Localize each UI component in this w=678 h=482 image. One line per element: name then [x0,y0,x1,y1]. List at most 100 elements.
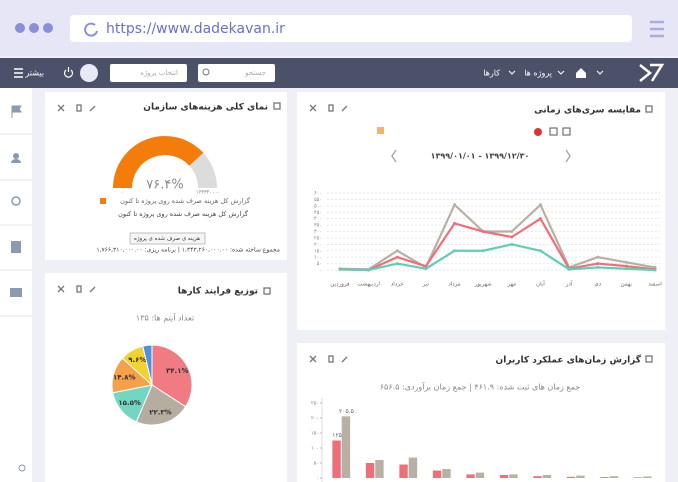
x-tick-label: خرداد [391,282,404,288]
gauge-value: ۷۶.۴% [146,178,183,193]
widget-tools[interactable] [57,102,653,363]
pie-label: ۱۴.۸% [113,373,136,381]
legend-label: گزارش کل هزینه صرف شده روی پروژه تا کنون [118,210,249,218]
widget [297,343,665,482]
line-point [424,267,428,271]
cost-button-label: هزینه ی صرف شده ی پروژه [134,236,200,242]
avatar[interactable] [80,64,98,82]
x-tick-label: تیر [422,282,430,288]
y-tick-label: ۵۰۰ [314,203,322,209]
y-tick-label: ۴۰۰ [314,216,322,222]
line-point [624,260,628,264]
line-point [338,267,342,271]
date-nav[interactable] [391,149,571,163]
widget [45,92,287,260]
logo[interactable] [639,63,665,82]
bar [643,476,652,478]
chat-icon[interactable] [10,288,22,297]
settings-icon[interactable] [18,464,26,472]
gauge-max: ۱۶۴۳۲۰۰۰۰ [196,190,220,196]
bar [499,475,509,478]
project-select[interactable] [110,64,187,82]
y-tick-label: ۶۰۰ [314,191,322,197]
url-box[interactable] [70,15,632,42]
more-label[interactable]: بیشتر [24,69,44,78]
y-tick-label: ۱۵۰ [314,248,322,254]
bar [332,440,341,478]
nav-item[interactable]: کارها [483,69,500,78]
line-series [339,202,656,271]
bar [442,469,451,478]
cost-button[interactable] [129,232,206,245]
line-point [596,255,600,259]
reload-icon[interactable] [84,22,98,37]
gauge-arc [113,135,204,188]
line-point [510,230,514,233]
line-point [395,262,399,266]
x-tick-label: اردیبهشت [357,282,380,288]
line-point [395,249,399,253]
line-point [567,267,571,271]
search-label: جستجو [244,69,266,77]
user-icon[interactable] [11,153,21,163]
pie-label: ۱۵.۵% [118,399,141,407]
project-select-label: انتخاب پروژه [140,69,178,77]
y-tick-label: ۲۵۰ [311,401,319,407]
widget-title: مقایسه سری‌های زمانی [534,106,641,116]
date-icon[interactable] [549,127,558,136]
line-point [624,264,628,268]
window-dot [15,23,25,33]
bar [509,474,518,478]
bar [566,476,576,478]
gauge-min: ۰ [121,190,124,196]
pie-label: ۹.۶% [128,356,146,364]
bar [399,464,408,478]
y-tick-label: ۰ [319,268,322,274]
line-point [453,221,457,225]
widget-title: گزارش زمان‌های عملکرد کاربران [496,354,642,366]
bar-label: ۱۲۵ [332,432,342,439]
y-tick-label: ۱۰۰ [311,446,319,452]
widget-title: توزیع فرایند کارها [178,287,258,297]
line-point [510,242,514,246]
x-tick-label: اسفند [648,282,662,288]
widget-title: نمای کلی هزینه‌های سازمان [143,103,268,113]
x-tick-label: دی [594,282,601,288]
url: https://www.dadekavan.ir [106,21,285,37]
y-tick-label: ۱۰۰ [314,255,322,261]
y-tick-label: ۳۰۰ [314,229,322,235]
bar [533,476,542,478]
power-icon[interactable] [63,67,74,78]
flag-icon[interactable] [11,105,22,118]
bar-label: ۲۰۵.۵ [339,408,354,415]
y-tick-label: ۵۵۰ [314,197,322,203]
bar [633,477,643,478]
line-point [538,203,542,207]
home-icon[interactable] [576,68,586,78]
search-icon [202,68,210,76]
nav-item[interactable]: پروژه ها [524,69,552,78]
bulb-icon[interactable] [11,196,21,206]
window-dot [29,23,39,33]
line-point [367,268,371,272]
line-point [596,265,600,269]
y-tick-label: ۱۵۰ [311,431,319,437]
pie-label: ۲۲.۳% [149,409,172,417]
date-icon[interactable] [534,128,542,136]
x-tick-label: آذر [565,281,573,288]
line-point [510,235,514,239]
search-box[interactable] [198,64,275,82]
more-icon[interactable] [14,68,23,78]
browser-menu[interactable] [650,20,664,38]
chart-icon[interactable] [377,127,384,134]
pie-label: ۳۴.۱% [166,367,189,375]
x-tick-label: بهمن [621,282,633,288]
bar [365,463,375,478]
line-point [653,268,657,272]
task-icon[interactable] [11,241,21,253]
y-tick-label: ۲۰۰ [311,416,319,422]
bar [408,457,418,478]
line-point [395,255,399,259]
date-icon[interactable] [562,127,571,136]
